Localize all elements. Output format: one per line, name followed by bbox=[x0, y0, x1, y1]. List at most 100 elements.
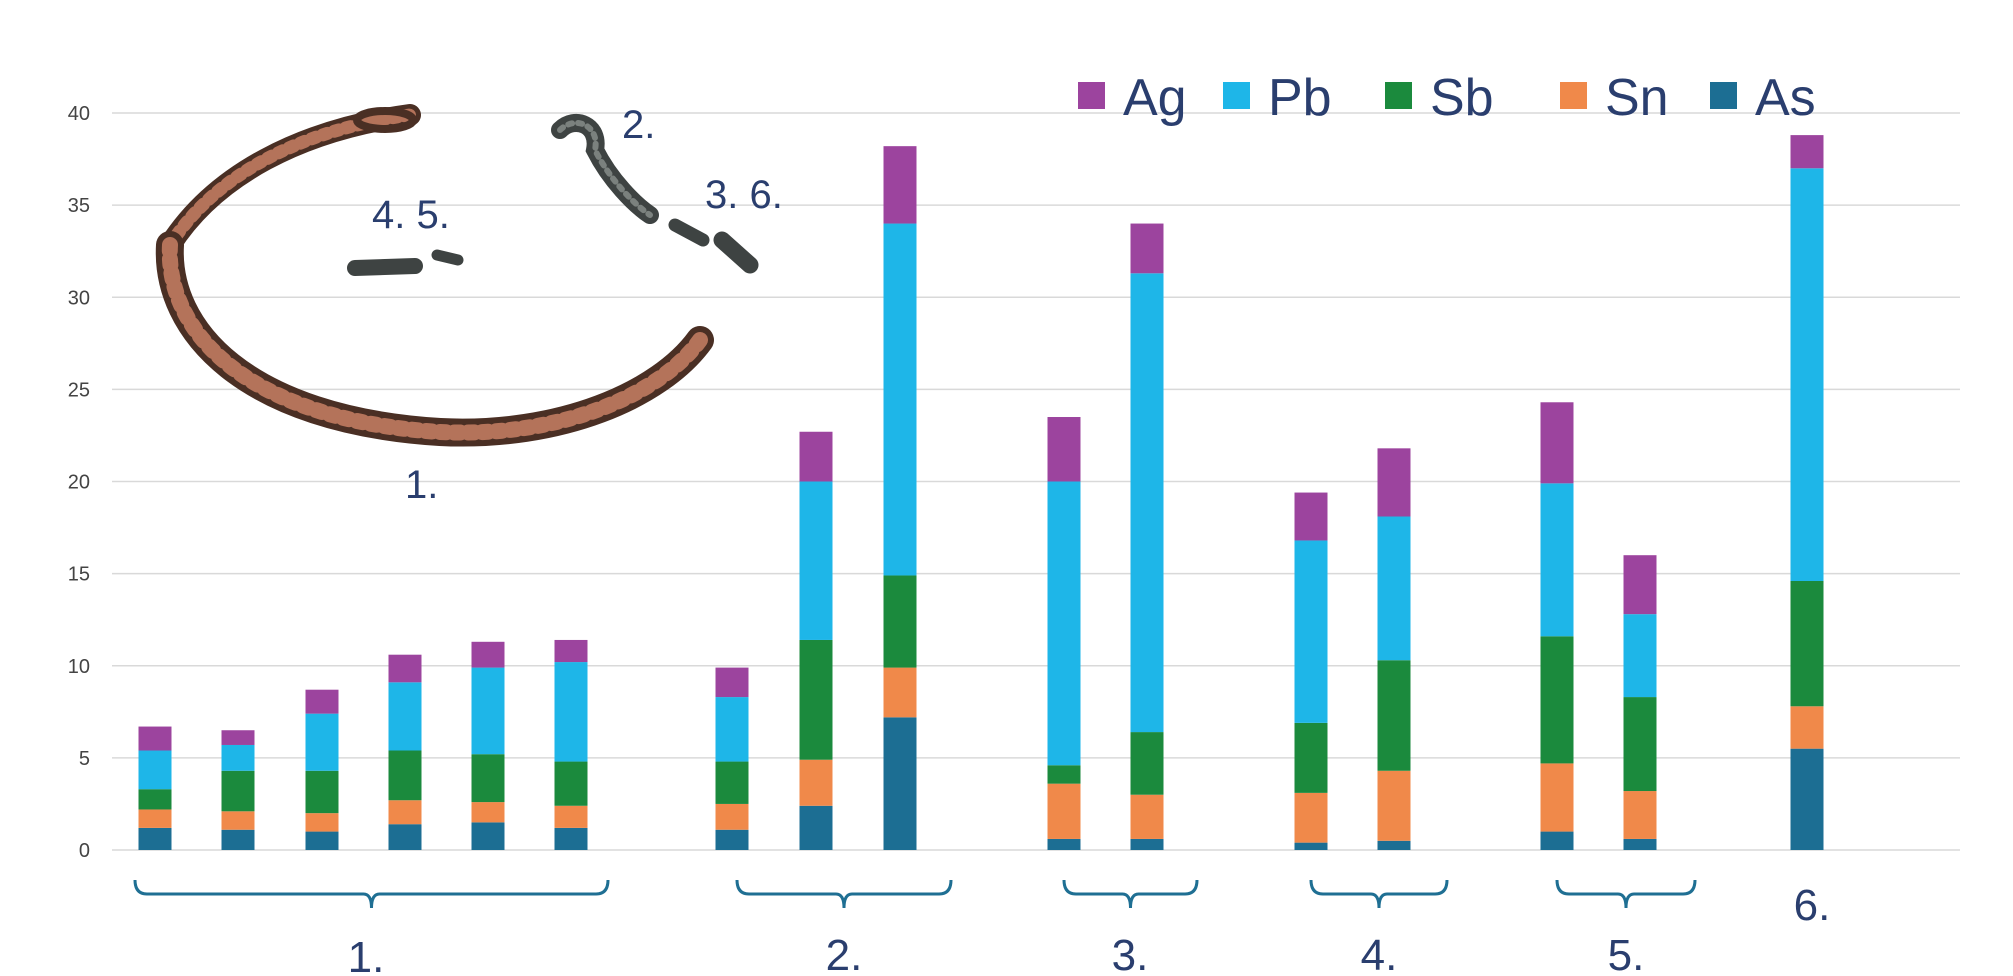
bar-segment-sn bbox=[305, 813, 339, 832]
stacked-bar bbox=[1377, 448, 1411, 850]
stacked-bar bbox=[1540, 402, 1574, 850]
bar-segment-sn bbox=[1294, 792, 1328, 843]
bar-segment-pb bbox=[388, 682, 422, 751]
bar-segment-sn bbox=[883, 667, 917, 718]
bar-segment-sb bbox=[1294, 722, 1328, 793]
bar-segment-ag bbox=[799, 431, 833, 482]
y-tick-label: 25 bbox=[68, 379, 90, 401]
group-brace bbox=[133, 879, 610, 909]
bar-segment-sb bbox=[554, 761, 588, 806]
bar-segment-pb bbox=[1130, 273, 1164, 733]
bar-segment-ag bbox=[388, 654, 422, 683]
bar-segment-pb bbox=[1790, 168, 1824, 581]
legend-swatch bbox=[1078, 82, 1105, 109]
bar-segment-sb bbox=[715, 761, 749, 804]
bar-segment-as bbox=[138, 827, 172, 850]
bar-segment-as bbox=[1294, 842, 1328, 850]
photo-label-4-5: 4. 5. bbox=[372, 193, 450, 237]
bar-segment-pb bbox=[305, 713, 339, 771]
bar-segment-sn bbox=[1790, 706, 1824, 749]
stacked-bar bbox=[471, 641, 505, 850]
bar-segment-ag bbox=[554, 639, 588, 663]
group-3: 3. bbox=[1062, 879, 1199, 976]
bar-segment-sn bbox=[1540, 763, 1574, 832]
stacked-bar bbox=[1294, 492, 1328, 850]
bar-segment-pb bbox=[471, 667, 505, 755]
bar-segment-pb bbox=[1540, 483, 1574, 637]
bar-segment-ag bbox=[1294, 492, 1328, 541]
group-label: 4. bbox=[1361, 931, 1398, 976]
bar-segment-ag bbox=[1130, 223, 1164, 274]
bar-segment-ag bbox=[221, 730, 255, 745]
group-label: 2. bbox=[826, 931, 863, 976]
photo-label-2: 2. bbox=[622, 103, 655, 147]
bar-segment-pb bbox=[554, 662, 588, 762]
bar-segment-pb bbox=[1047, 481, 1081, 766]
bar-segment-pb bbox=[883, 223, 917, 576]
bar-segment-pb bbox=[221, 744, 255, 771]
bar-segment-sb bbox=[1540, 636, 1574, 764]
legend-swatch bbox=[1560, 82, 1587, 109]
stacked-bar bbox=[305, 689, 339, 850]
fragment-4-illustration bbox=[347, 258, 423, 276]
stacked-bar bbox=[715, 667, 749, 850]
legend-swatch bbox=[1710, 82, 1737, 109]
bars bbox=[138, 135, 1824, 850]
photo-label-3-6: 3. 6. bbox=[705, 173, 783, 217]
bar-segment-as bbox=[1790, 748, 1824, 850]
bar-segment-as bbox=[715, 829, 749, 850]
bar-segment-sb bbox=[1047, 765, 1081, 784]
artifact-photo bbox=[155, 104, 759, 447]
y-tick-label: 20 bbox=[68, 472, 90, 494]
legend-label: Pb bbox=[1268, 69, 1332, 127]
y-tick-label: 5 bbox=[79, 748, 90, 770]
bar-segment-sn bbox=[715, 803, 749, 830]
legend-item-pb: Pb bbox=[1223, 69, 1332, 127]
bar-segment-ag bbox=[883, 146, 917, 224]
bar-segment-sb bbox=[471, 754, 505, 803]
stacked-bar bbox=[388, 654, 422, 850]
y-tick-label: 15 bbox=[68, 564, 90, 586]
torc-bracelet-illustration bbox=[155, 104, 714, 447]
stacked-bar bbox=[221, 730, 255, 850]
fragment-3-illustration bbox=[668, 218, 710, 247]
legend-label: Sn bbox=[1605, 69, 1669, 127]
fragment-6-illustration bbox=[713, 231, 759, 274]
bar-segment-as bbox=[1047, 838, 1081, 850]
legend: Ag Pb Sb Sn As bbox=[1078, 69, 1816, 127]
group-6: 6. bbox=[1794, 881, 1831, 930]
stacked-bar bbox=[138, 726, 172, 850]
group-label: 6. bbox=[1794, 881, 1831, 930]
y-tick-label: 40 bbox=[68, 103, 90, 125]
bar-segment-as bbox=[554, 827, 588, 850]
bar-segment-sb bbox=[138, 789, 172, 810]
stacked-bar bbox=[1047, 417, 1081, 850]
legend-item-as: As bbox=[1710, 69, 1816, 127]
bar-segment-pb bbox=[799, 481, 833, 640]
group-label: 1. bbox=[348, 933, 385, 976]
group-5: 5. bbox=[1555, 879, 1697, 976]
bar-segment-sb bbox=[1377, 660, 1411, 771]
bar-segment-ag bbox=[715, 667, 749, 698]
stacked-bar bbox=[799, 431, 833, 850]
bar-segment-sb bbox=[221, 770, 255, 812]
bar-segment-sn bbox=[1047, 783, 1081, 839]
bar-segment-sb bbox=[1790, 580, 1824, 707]
bar-segment-sn bbox=[1623, 791, 1657, 839]
bar-segment-as bbox=[305, 831, 339, 850]
legend-label: Ag bbox=[1123, 69, 1187, 127]
bar-segment-as bbox=[799, 805, 833, 850]
group-1: 1. bbox=[133, 879, 610, 976]
legend-label: As bbox=[1755, 69, 1816, 127]
bar-segment-pb bbox=[1294, 540, 1328, 723]
y-tick-label: 10 bbox=[68, 656, 90, 678]
bar-segment-as bbox=[388, 824, 422, 850]
bar-segment-sb bbox=[799, 639, 833, 760]
legend-swatch bbox=[1385, 82, 1412, 109]
legend-item-sn: Sn bbox=[1560, 69, 1669, 127]
bar-segment-ag bbox=[1790, 135, 1824, 169]
y-tick-label: 0 bbox=[79, 840, 90, 862]
fragment-5-illustration bbox=[431, 249, 464, 266]
bar-segment-as bbox=[883, 717, 917, 850]
